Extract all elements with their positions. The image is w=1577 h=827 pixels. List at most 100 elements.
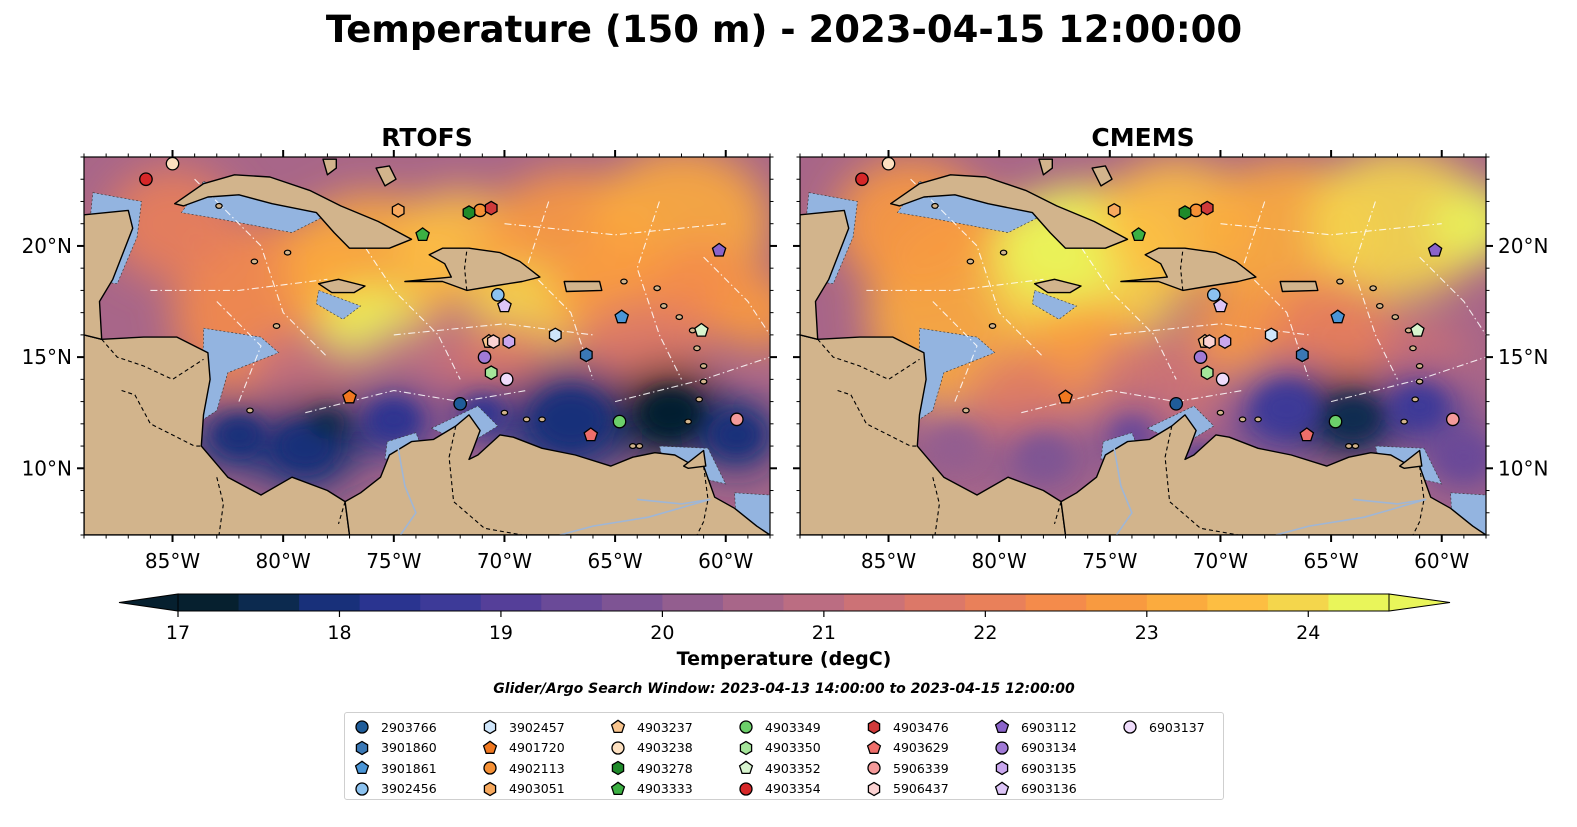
- float-4901720: [342, 389, 357, 404]
- circle-marker-icon: [867, 761, 881, 775]
- map-panel-cmems: CMEMS 85°W 80°W 75°W 70°W 65°W 60°W 20°N 15°N 10°…: [793, 123, 1548, 573]
- map-frame: [83, 156, 771, 536]
- legend-marker: [1123, 720, 1137, 734]
- float-3901860: [1295, 347, 1309, 363]
- legend-item: 4902113: [479, 758, 607, 779]
- circle-marker-icon: [355, 720, 369, 734]
- pentagon-marker-icon: [994, 719, 1010, 734]
- float-6903136: [497, 298, 512, 313]
- legend-marker: [483, 719, 497, 735]
- legend-item: 4903352: [735, 758, 863, 779]
- float-4903352: [1410, 322, 1425, 337]
- float-6903137: [499, 372, 514, 387]
- country-border: [817, 338, 920, 381]
- float-3901861: [614, 309, 630, 324]
- legend-item: 3902456: [351, 779, 479, 800]
- lon-tick-label: 75°W: [366, 549, 421, 573]
- lon-tick-label: 70°W: [477, 549, 532, 573]
- float-4903476: [1200, 200, 1214, 216]
- country-border: [337, 501, 346, 525]
- legend-label: 4903352: [765, 760, 821, 776]
- pentagon-marker-icon: [866, 740, 882, 754]
- pentagon-marker-icon: [994, 781, 1010, 795]
- pentagon-marker-icon: [610, 719, 626, 734]
- legend-item: 5906339: [863, 758, 991, 779]
- pentagon-marker-icon: [610, 781, 626, 795]
- legend-label: 4903476: [893, 719, 949, 735]
- river: [559, 498, 711, 535]
- legend-marker: [739, 720, 753, 734]
- circle-marker-icon: [483, 761, 497, 775]
- country-border: [448, 425, 523, 535]
- circle-marker-icon: [739, 720, 753, 734]
- colorbar-tick-label: 17: [166, 622, 190, 644]
- map-frame: [799, 156, 1487, 536]
- lat-tick-label: 15°N: [22, 345, 72, 369]
- legend-label: 4903051: [509, 781, 565, 797]
- float-4903476: [484, 200, 498, 216]
- land-bahamas2: [375, 165, 397, 187]
- float-4903051: [1107, 202, 1121, 218]
- colorbar-segment: [299, 594, 361, 611]
- float-3902457: [548, 327, 562, 343]
- float-6903134: [1193, 350, 1208, 364]
- colorbar-tick-label: 21: [812, 622, 836, 644]
- land-hispaniola: [404, 247, 541, 292]
- colorbar-segment: [722, 594, 785, 611]
- search-window-caption: Glider/Argo Search Window: 2023-04-13 14…: [493, 681, 1075, 697]
- float-4902113: [1189, 203, 1203, 218]
- hexagon-marker-icon: [867, 719, 881, 735]
- colorbar-segment: [1025, 594, 1087, 611]
- lon-tick-label: 80°W: [256, 549, 311, 573]
- colorbar-segment: [420, 594, 482, 611]
- lon-tick-label: 75°W: [1082, 549, 1137, 573]
- hexagon-marker-icon: [483, 781, 497, 797]
- float-legend: 2903766 3901860 3901861 3902456 3902457 49017…: [344, 712, 1224, 800]
- legend-marker: [994, 719, 1010, 734]
- colorbar-segment: [238, 594, 300, 611]
- river: [1113, 448, 1133, 535]
- float-3901861: [1330, 309, 1346, 324]
- legend-label: 4902113: [509, 760, 565, 776]
- legend-label: 3901861: [381, 760, 437, 776]
- land-trinidad: [1399, 449, 1423, 469]
- legend-label: 6903137: [1149, 719, 1205, 735]
- legend-marker: [739, 740, 753, 756]
- river: [397, 448, 417, 535]
- colorbar: 17 18 19 20 21 22 23 24: [118, 593, 1451, 644]
- legend-label: 6903134: [1021, 740, 1077, 756]
- float-4903352: [694, 322, 709, 337]
- legend-label: 6903136: [1021, 781, 1077, 797]
- float-2903766: [453, 396, 468, 411]
- legend-item: 3902457: [479, 717, 607, 738]
- legend-marker: [867, 761, 881, 775]
- land-trinidad: [683, 449, 707, 469]
- float-4903238: [881, 157, 896, 171]
- float-3902456: [490, 288, 505, 302]
- circle-marker-icon: [1123, 720, 1137, 734]
- land-bahamas1: [322, 158, 337, 176]
- legend-label: 3902457: [509, 719, 565, 735]
- float-6903135: [1218, 334, 1232, 349]
- float-4903354: [855, 172, 869, 187]
- land: [800, 158, 1486, 535]
- float-4903238: [165, 157, 180, 171]
- legend-marker: [611, 760, 625, 776]
- colorbar-segment: [480, 594, 542, 611]
- float-4903629: [583, 427, 599, 442]
- float-6903112: [1427, 242, 1443, 257]
- river: [1275, 498, 1427, 535]
- lat-tick-label: 15°N: [1498, 345, 1548, 369]
- legend-label: 4903350: [765, 740, 821, 756]
- country-border: [464, 250, 468, 291]
- float-3902457: [1264, 327, 1278, 343]
- lon-tick-label: 70°W: [1193, 549, 1248, 573]
- country-border: [696, 466, 709, 535]
- hexagon-marker-icon: [739, 740, 753, 756]
- country-border: [1180, 250, 1184, 291]
- lon-tick-label: 65°W: [587, 549, 642, 573]
- float-5906339: [729, 412, 744, 427]
- legend-item: 4903350: [735, 738, 863, 759]
- float-5906339: [1445, 412, 1460, 427]
- colorbar-segment: [1328, 594, 1390, 611]
